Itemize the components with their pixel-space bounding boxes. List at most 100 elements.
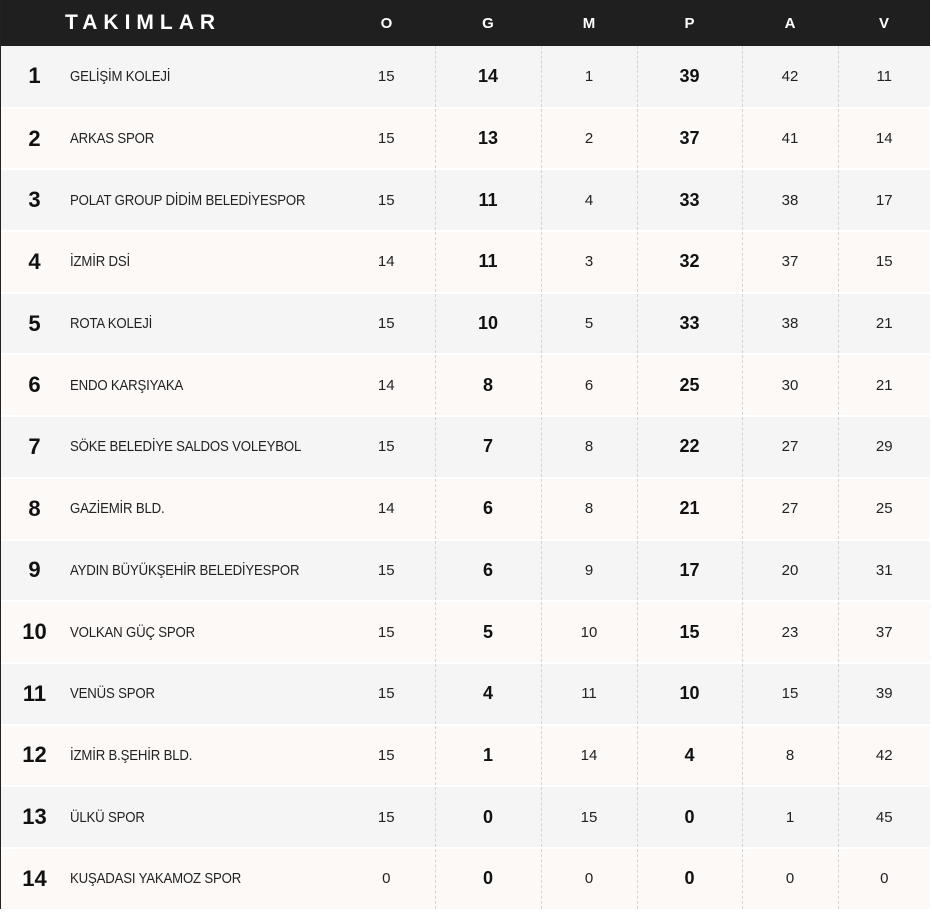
team-name: VOLKAN GÜÇ SPOR — [70, 623, 196, 641]
table-row: 10 VOLKAN GÜÇ SPOR 15 5 10 15 23 37 — [1, 601, 930, 664]
sets-lost-cell: 45 — [837, 786, 930, 849]
team-name-cell: GAZİEMİR BLD. — [66, 477, 338, 541]
sets-won-cell: 38 — [741, 169, 838, 233]
team-name-cell: VENÜS SPOR — [66, 662, 338, 726]
points-cell: 0 — [636, 786, 742, 849]
header-v: V — [878, 14, 889, 32]
points-cell: 33 — [636, 169, 742, 233]
team-name: ENDO KARŞIYAKA — [70, 376, 184, 394]
sets-lost-cell: 15 — [837, 231, 930, 294]
sets-won-cell: 1 — [741, 786, 838, 849]
table-row: 3 POLAT GROUP DİDİM BELEDİYESPOR 15 11 4 33 38… — [1, 169, 930, 233]
sets-lost-cell: 21 — [837, 354, 930, 418]
team-name-cell: POLAT GROUP DİDİM BELEDİYESPOR — [66, 169, 338, 233]
table-row: 5 ROTA KOLEJİ 15 10 5 33 38 21 — [1, 292, 930, 356]
table-row: 7 SÖKE BELEDİYE SALDOS VOLEYBOL 15 7 8 22 27 29 — [1, 416, 930, 479]
played-cell: 15 — [338, 601, 435, 664]
sets-won-cell: 41 — [741, 107, 838, 171]
played-cell: 15 — [338, 46, 435, 109]
table-row: 1 GELİŞİM KOLEJİ 15 14 1 39 42 11 — [1, 46, 930, 109]
points-cell: 33 — [636, 292, 742, 356]
points-cell: 22 — [636, 416, 742, 479]
lost-cell: 9 — [540, 539, 637, 603]
won-cell: 4 — [434, 662, 541, 726]
won-cell: 5 — [434, 601, 541, 664]
team-name: AYDIN BÜYÜKŞEHİR BELEDİYESPOR — [70, 561, 300, 579]
points-cell: 25 — [636, 354, 742, 418]
won-cell: 8 — [434, 354, 541, 418]
points-cell: 37 — [636, 107, 742, 171]
sets-won-cell: 20 — [741, 539, 838, 603]
table-row: 12 İZMİR B.ŞEHİR BLD. 15 1 14 4 8 42 — [1, 724, 930, 788]
lost-cell: 1 — [540, 46, 637, 109]
header-team: TAKIMLAR — [65, 11, 222, 34]
team-name-cell: ARKAS SPOR — [66, 107, 338, 171]
header-g: G — [482, 14, 494, 32]
header-a: A — [784, 14, 796, 32]
played-cell: 15 — [338, 662, 435, 726]
team-name-cell: SÖKE BELEDİYE SALDOS VOLEYBOL — [66, 416, 338, 479]
lost-cell: 11 — [540, 662, 637, 726]
played-cell: 15 — [338, 786, 435, 849]
lost-cell: 8 — [540, 477, 637, 541]
header-p: P — [684, 14, 695, 32]
won-cell: 0 — [434, 847, 541, 911]
team-name: İZMİR DSİ — [70, 253, 131, 271]
sets-lost-cell: 31 — [837, 539, 930, 603]
points-cell: 21 — [636, 477, 742, 541]
points-cell: 32 — [636, 231, 742, 294]
played-cell: 15 — [338, 292, 435, 356]
team-name-cell: AYDIN BÜYÜKŞEHİR BELEDİYESPOR — [66, 539, 338, 603]
rank-cell: 1 — [1, 46, 66, 109]
sets-won-cell: 15 — [741, 662, 838, 726]
sets-lost-cell: 42 — [837, 724, 930, 788]
sets-lost-cell: 37 — [837, 601, 930, 664]
lost-cell: 10 — [540, 601, 637, 664]
won-cell: 13 — [434, 107, 541, 171]
points-cell: 15 — [636, 601, 742, 664]
played-cell: 15 — [338, 107, 435, 171]
rank-cell: 6 — [1, 354, 66, 418]
sets-lost-cell: 29 — [837, 416, 930, 479]
team-name-cell: İZMİR DSİ — [66, 231, 338, 294]
table-row: 2 ARKAS SPOR 15 13 2 37 41 14 — [1, 107, 930, 171]
lost-cell: 0 — [540, 847, 637, 911]
played-cell: 15 — [338, 724, 435, 788]
lost-cell: 6 — [540, 354, 637, 418]
sets-won-cell: 0 — [741, 847, 838, 911]
header-m: M — [582, 14, 596, 32]
played-cell: 15 — [338, 416, 435, 479]
lost-cell: 8 — [540, 416, 637, 479]
rank-cell: 13 — [1, 786, 66, 849]
team-name-cell: KUŞADASI YAKAMOZ SPOR — [66, 847, 338, 911]
table-row: 6 ENDO KARŞIYAKA 14 8 6 25 30 21 — [1, 354, 930, 418]
won-cell: 11 — [434, 231, 541, 294]
team-name: POLAT GROUP DİDİM BELEDİYESPOR — [70, 191, 306, 209]
header-row: TAKIMLAR O G M P A V — [1, 0, 930, 46]
points-cell: 17 — [636, 539, 742, 603]
points-cell: 10 — [636, 662, 742, 726]
sets-lost-cell: 11 — [837, 46, 930, 109]
sets-won-cell: 27 — [741, 477, 838, 541]
team-name: ROTA KOLEJİ — [70, 315, 153, 333]
sets-lost-cell: 14 — [837, 107, 930, 171]
won-cell: 10 — [434, 292, 541, 356]
team-name: ARKAS SPOR — [70, 130, 155, 148]
played-cell: 0 — [338, 847, 435, 911]
played-cell: 14 — [338, 231, 435, 294]
sets-won-cell: 37 — [741, 231, 838, 294]
rank-cell: 5 — [1, 292, 66, 356]
header-o: O — [380, 14, 393, 32]
played-cell: 14 — [338, 354, 435, 418]
team-name: SÖKE BELEDİYE SALDOS VOLEYBOL — [70, 438, 302, 456]
lost-cell: 5 — [540, 292, 637, 356]
sets-won-cell: 8 — [741, 724, 838, 788]
rank-cell: 10 — [1, 601, 66, 664]
sets-won-cell: 23 — [741, 601, 838, 664]
won-cell: 6 — [434, 477, 541, 541]
sets-lost-cell: 0 — [837, 847, 930, 911]
team-name-cell: VOLKAN GÜÇ SPOR — [66, 601, 338, 664]
table-row: 13 ÜLKÜ SPOR 15 0 15 0 1 45 — [1, 786, 930, 849]
points-cell: 39 — [636, 46, 742, 109]
